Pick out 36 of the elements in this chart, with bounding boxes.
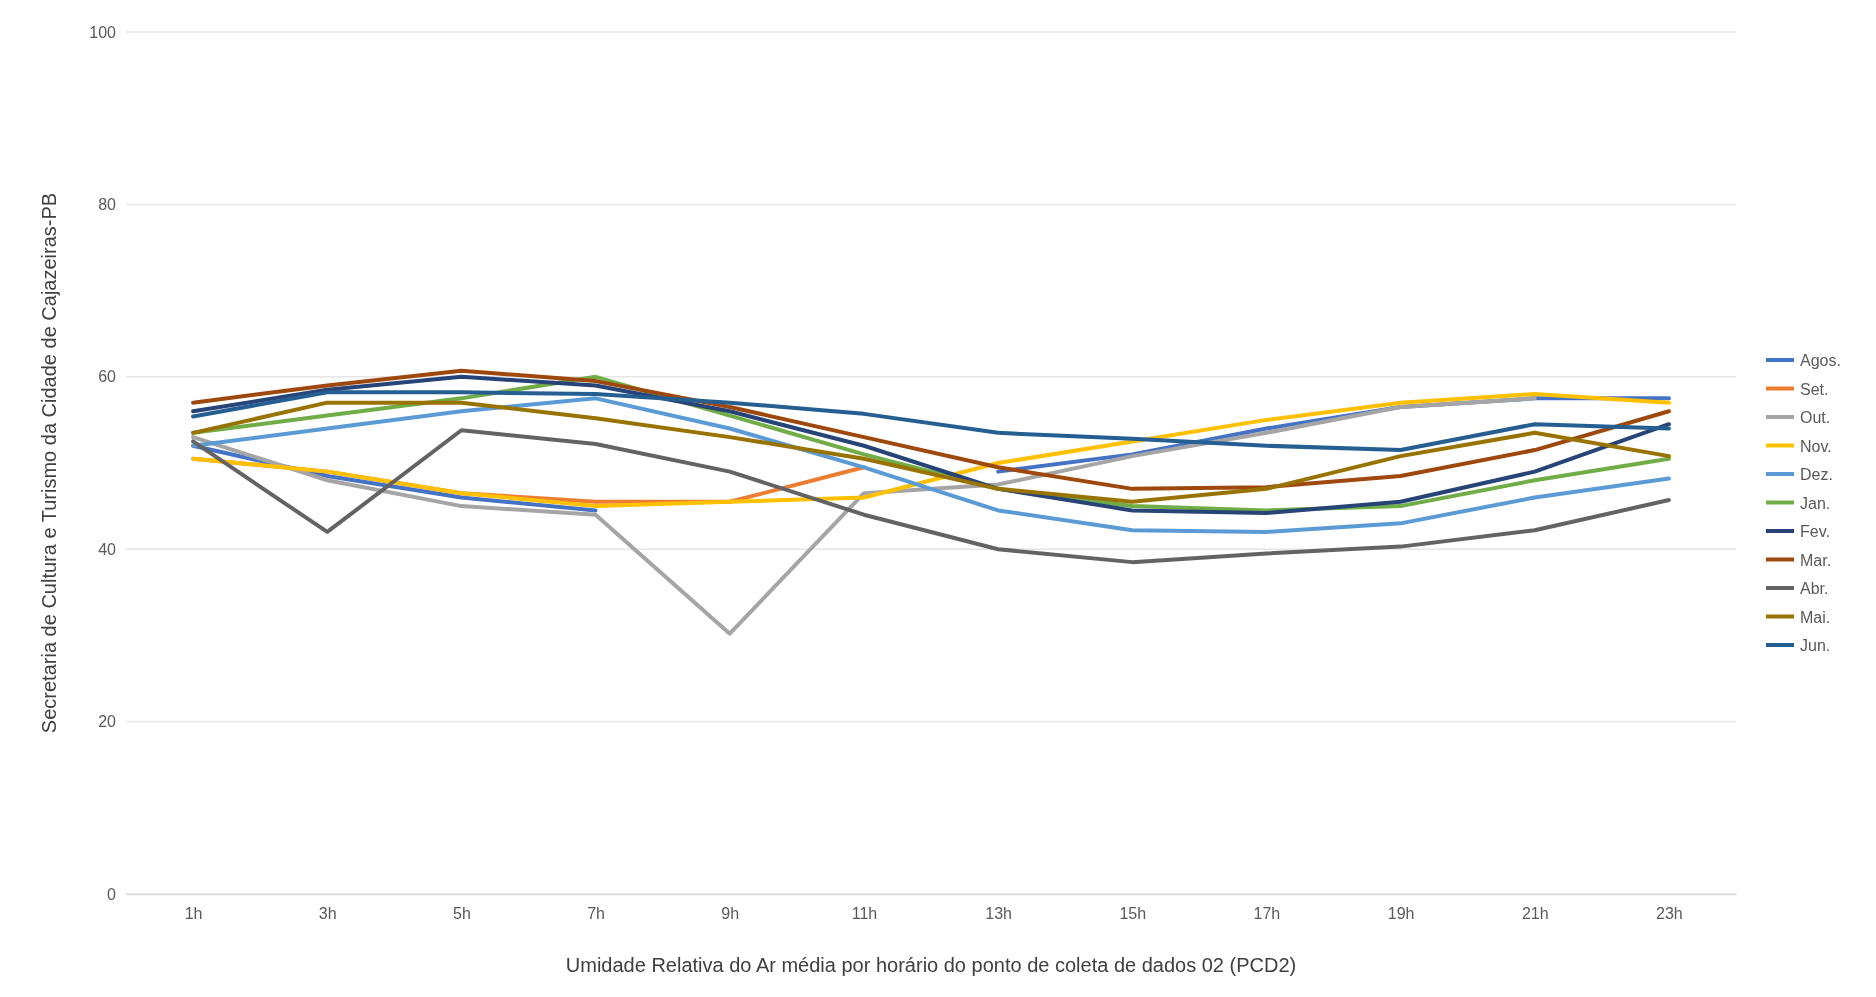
x-tick-label: 21h (1521, 905, 1549, 923)
legend-label: Mai. (1800, 608, 1831, 626)
y-tick-label: 20 (98, 713, 117, 731)
legend-label: Out. (1800, 409, 1831, 426)
y-axis-title: Secretaria de Cultura e Turismo da Cidade de Cajazeiras-PB (38, 192, 60, 734)
line-series (191, 368, 1671, 491)
y-tick-label: 80 (98, 196, 117, 214)
x-tick-label: 15h (1119, 905, 1147, 923)
legend-label: Fev. (1800, 523, 1830, 540)
x-tick-label: 7h (587, 905, 605, 923)
x-tick-label: 19h (1387, 905, 1415, 923)
x-tick-label: 23h (1656, 905, 1683, 923)
x-tick-label: 1h (184, 905, 203, 923)
legend-label: Agos. (1800, 352, 1841, 369)
legend-label: Abr. (1800, 580, 1829, 597)
x-tick-label: 13h (985, 905, 1012, 923)
x-tick-label: 11h (851, 905, 878, 923)
y-tick-label: 40 (98, 540, 117, 558)
legend-label: Jun. (1800, 637, 1831, 654)
legend-label: Dez. (1800, 466, 1833, 483)
legend-label: Set. (1800, 380, 1829, 398)
line-series (191, 390, 1671, 453)
y-tick-label: 0 (107, 885, 117, 903)
x-tick-label: 5h (453, 905, 471, 923)
x-tick-label: 3h (318, 905, 337, 923)
legend-label: Mar. (1800, 551, 1832, 569)
legend-label: Jan. (1800, 494, 1831, 512)
y-tick-label: 100 (89, 23, 117, 41)
y-tick-label: 60 (98, 368, 117, 386)
legend-label: Nov. (1800, 437, 1832, 455)
x-axis-title: Umidade Relativa do Ar média por horário do ponto de coleta de dados 02 (PCD2) (565, 954, 1297, 976)
x-tick-label: 9h (721, 905, 740, 923)
line-series (191, 396, 1537, 636)
line-series (191, 428, 1671, 565)
x-tick-label: 17h (1253, 905, 1281, 923)
line-series (191, 396, 1671, 534)
